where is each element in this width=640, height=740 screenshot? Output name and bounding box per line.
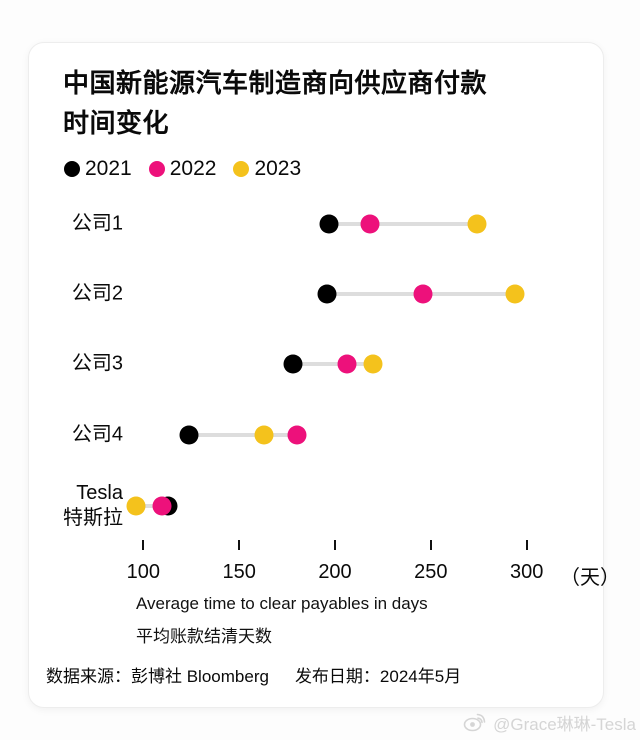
chart-card: 中国新能源汽车制造商向供应商付款 时间变化 2021 2022 2023 公司1… bbox=[28, 42, 620, 708]
data-point-2023 bbox=[505, 284, 525, 304]
x-axis-tick bbox=[525, 540, 528, 550]
x-axis-label-en: Average time to clear payables in days bbox=[136, 594, 428, 613]
x-axis-tick-label: 300 bbox=[510, 561, 544, 583]
watermark-handle: @Grace琳琳-Tesla bbox=[493, 714, 636, 734]
legend-item-2023: 2023 bbox=[233, 157, 301, 181]
legend-label-2021: 2021 bbox=[85, 157, 132, 180]
data-point-2023 bbox=[126, 496, 146, 516]
legend-dot-2022 bbox=[148, 161, 165, 177]
chart-title-line1: 中国新能源汽车制造商向供应商付款 bbox=[63, 68, 488, 98]
x-axis-tick-label: 150 bbox=[222, 561, 256, 583]
x-axis-tick bbox=[238, 540, 241, 550]
legend-dot-2023 bbox=[233, 161, 250, 177]
x-axis-tick bbox=[334, 540, 336, 550]
publish-date-label: 发布日期：2024年5月 bbox=[294, 667, 462, 686]
connector-line bbox=[189, 433, 297, 437]
weibo-icon bbox=[463, 712, 487, 732]
data-point-2021 bbox=[179, 425, 199, 445]
connector-line bbox=[135, 504, 169, 508]
data-point-2023 bbox=[467, 214, 487, 234]
plot-layer: 公司1 公司2 公司3 公司4 Tesla 特斯拉 100 150 200 250 300 bbox=[29, 43, 603, 707]
data-point-2022 bbox=[360, 214, 379, 234]
x-axis-tick-label: 200 bbox=[318, 561, 352, 583]
category-label: 公司4 bbox=[71, 423, 123, 446]
chart-footer: 数据来源：彭博社 Bloomberg 发布日期：2024年5月 bbox=[46, 662, 461, 687]
category-label: Tesla 特斯拉 bbox=[63, 482, 123, 529]
x-axis-unit: （天） bbox=[560, 567, 620, 589]
x-axis-tick bbox=[142, 540, 145, 550]
category-label: 公司2 bbox=[71, 282, 123, 305]
chart-legend: 2021 2022 2023 bbox=[64, 157, 301, 181]
category-label: 公司3 bbox=[71, 352, 123, 375]
x-axis-tick bbox=[429, 540, 432, 550]
legend-item-2022: 2022 bbox=[148, 157, 217, 181]
watermark: @Grace琳琳-Tesla bbox=[463, 710, 636, 734]
data-point-2022 bbox=[337, 354, 356, 374]
data-point-2021 bbox=[319, 214, 339, 234]
category-label: 公司1 bbox=[71, 212, 123, 235]
data-source-label: 数据来源：彭博社 Bloomberg bbox=[46, 667, 269, 686]
data-point-2022 bbox=[287, 425, 307, 445]
connector-line bbox=[329, 222, 477, 226]
x-axis-label-zh: 平均账款结清天数 bbox=[136, 627, 272, 646]
data-point-2022 bbox=[413, 284, 433, 304]
connector-line bbox=[292, 362, 374, 366]
x-axis-tick-label: 100 bbox=[126, 561, 160, 583]
data-point-2021 bbox=[317, 284, 337, 304]
data-point-2021 bbox=[283, 354, 303, 374]
data-point-2023 bbox=[254, 425, 274, 445]
data-point-2022 bbox=[152, 496, 172, 516]
legend-dot-2021 bbox=[64, 161, 80, 177]
data-point-2023 bbox=[363, 354, 383, 374]
chart-title-line2: 时间变化 bbox=[63, 108, 170, 138]
legend-label-2022: 2022 bbox=[169, 157, 217, 180]
x-axis-tick-label: 250 bbox=[414, 561, 448, 583]
chart-title: 中国新能源汽车制造商向供应商付款 时间变化 bbox=[63, 63, 583, 143]
legend-item-2021: 2021 bbox=[64, 157, 132, 181]
legend-label-2023: 2023 bbox=[254, 157, 302, 180]
